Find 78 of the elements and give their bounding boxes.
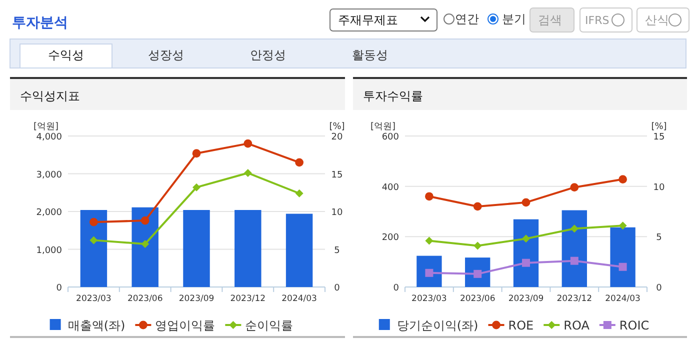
legend-label: 순이익률 [245, 318, 294, 332]
y2-axis-title: [%] [651, 122, 667, 132]
legend-label: 당기순이익(좌) [396, 318, 478, 332]
point [473, 202, 482, 211]
legend-label: 영업이익률 [155, 318, 216, 332]
chart-title: 투자수익률 [363, 89, 423, 103]
point [570, 183, 579, 192]
y-tick-label: 4,000 [36, 132, 62, 142]
text: 산식 [645, 13, 669, 27]
point [192, 149, 201, 158]
text: 성장성 [148, 48, 184, 62]
x-tick-label: 2023/06 [460, 294, 496, 304]
x-tick-label: 2023/06 [127, 294, 163, 304]
point [244, 168, 252, 177]
x-tick-label: 2024/03 [282, 294, 317, 304]
text: 연간 [455, 12, 479, 26]
point [522, 258, 530, 267]
text: 활동성 [352, 48, 388, 62]
text: 분기 [502, 12, 526, 26]
x-tick-label: 2023/12 [556, 294, 592, 304]
bar [416, 256, 442, 287]
x-tick-label: 2023/09 [508, 294, 544, 304]
y-tick-label: 0 [393, 284, 400, 294]
point [140, 216, 150, 225]
y-tick-label: 2,000 [36, 208, 62, 218]
point [141, 240, 150, 248]
legend-label: ROIC [619, 318, 650, 332]
point [295, 189, 304, 198]
point [244, 139, 252, 148]
text: IFRS [585, 14, 610, 27]
point [90, 236, 98, 244]
legend-label: 매출액(좌) [68, 318, 126, 332]
bar [562, 210, 587, 287]
text: 투자분석 [12, 15, 68, 31]
point [522, 198, 530, 207]
point [618, 175, 627, 184]
point [192, 183, 200, 192]
x-tick-label: 2023/03 [76, 294, 112, 304]
y2-tick-label: 15 [331, 170, 343, 180]
point [425, 192, 434, 201]
y-tick-label: 400 [382, 182, 400, 193]
x-tick-label: 2023/12 [230, 294, 266, 304]
legend-label: ROA [564, 318, 590, 332]
y2-tick-label: 10 [653, 182, 665, 193]
y2-tick-label: 15 [653, 132, 665, 142]
bar [610, 227, 636, 287]
y2-tick-label: 5 [334, 246, 340, 256]
y2-tick-label: 0 [656, 284, 662, 294]
point [425, 236, 434, 245]
y2-tick-label: 20 [331, 132, 343, 142]
text: 주재무제표 [338, 13, 398, 27]
y2-axis-title: [%] [329, 122, 345, 132]
x-tick-label: 2023/09 [178, 294, 214, 304]
y-tick-label: 3,000 [36, 170, 62, 180]
text: 검색 [538, 13, 562, 27]
point [295, 158, 304, 167]
y2-tick-label: 5 [656, 233, 662, 244]
point [618, 222, 627, 230]
point [618, 262, 627, 271]
y-tick-label: 600 [382, 132, 400, 142]
text: 안정성 [250, 48, 286, 62]
y-tick-label: 0 [56, 284, 62, 294]
point [90, 218, 98, 226]
y-tick-label: 200 [382, 233, 400, 244]
x-tick-label: 2023/03 [412, 294, 447, 304]
legend-label: ROE [508, 318, 534, 332]
point [474, 242, 482, 250]
y2-tick-label: 0 [334, 284, 340, 294]
chart-title: 수익성지표 [20, 89, 80, 103]
y-tick-label: 1,000 [36, 246, 62, 256]
x-tick-label: 2024/03 [605, 294, 640, 304]
point [570, 224, 578, 233]
y2-tick-label: 10 [331, 208, 343, 218]
text: 수익성 [48, 48, 84, 62]
y-axis-title: [억원] [33, 122, 59, 132]
y-axis-title: [억원] [370, 122, 396, 132]
point [522, 234, 530, 243]
point [570, 256, 578, 265]
